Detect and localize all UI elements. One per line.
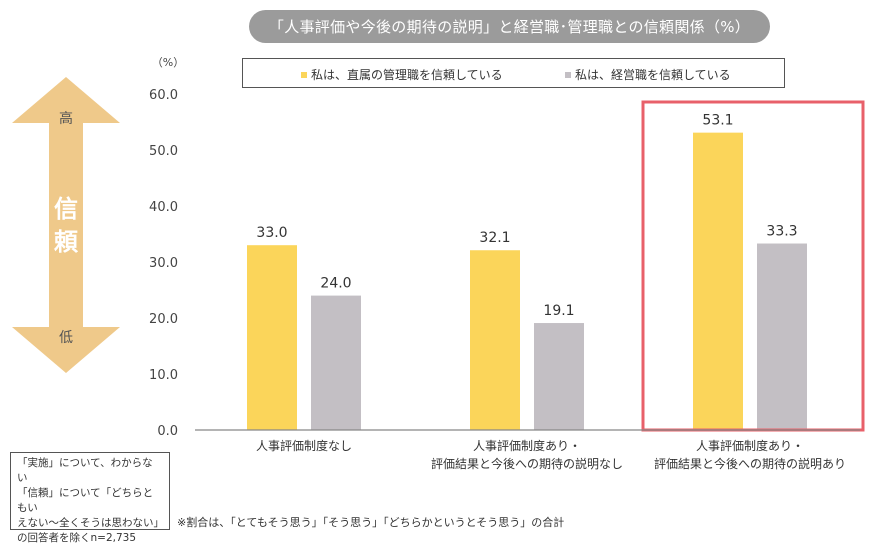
bar [247, 245, 297, 430]
note-line: の回答者を除くn=2,735 [17, 532, 137, 544]
y-tick-label: 20.0 [149, 312, 178, 327]
legend-label-manager: 私は、直属の管理職を信頼している [311, 68, 503, 82]
chart-title: 「人事評価や今後の期待の説明」と経営職･管理職との信頼関係（%） [249, 10, 770, 43]
note-line: えない～全くそうは思わない」 [17, 517, 164, 529]
bar [757, 243, 807, 430]
x-tick-label: 人事評価制度あり・ [473, 438, 581, 453]
bar [534, 323, 584, 430]
data-label: 32.1 [479, 230, 510, 246]
note-line: 「信頼」について「どちらともい [17, 487, 154, 514]
x-tick-label: 評価結果と今後への期待の説明なし [431, 456, 623, 471]
trust-arrow-shape [12, 77, 120, 373]
footnote: ※割合は、「とてもそう思う」「そう思う」「どちらかというとそう思う」の合計 [177, 516, 565, 529]
data-label: 19.1 [543, 303, 574, 319]
trust-title-char-1: 信 [54, 195, 78, 223]
legend-swatch-manager [301, 71, 307, 78]
note-box: 「実施」について、わからない 「信頼」について「どちらともい えない～全くそうは… [10, 452, 170, 544]
x-tick-label: 人事評価制度なし [256, 438, 352, 453]
x-tick-label: 評価結果と今後への期待の説明あり [654, 456, 846, 471]
trust-low-label: 低 [59, 330, 73, 346]
y-tick-label: 0.0 [157, 424, 178, 439]
legend-swatch-executive [565, 71, 571, 78]
legend-item-manager: 私は、直属の管理職を信頼している [301, 66, 503, 83]
highlight-box [641, 100, 865, 432]
data-label: 24.0 [320, 276, 351, 292]
data-label: 33.3 [766, 224, 797, 240]
note-line: 「実施」について、わからない [17, 457, 153, 484]
bar [693, 132, 743, 430]
y-tick-label: 60.0 [149, 88, 178, 103]
legend: 私は、直属の管理職を信頼している 私は、経営職を信頼している [242, 58, 785, 88]
trust-arrow: 高 信 頼 低 [12, 77, 120, 373]
y-axis-unit: （%） [152, 56, 184, 69]
trust-title-char-2: 頼 [54, 228, 79, 256]
bar [470, 250, 520, 430]
y-tick-label: 50.0 [149, 144, 178, 159]
legend-label-executive: 私は、経営職を信頼している [575, 68, 731, 82]
x-tick-label: 人事評価制度あり・ [696, 438, 804, 453]
y-tick-label: 40.0 [149, 200, 178, 215]
y-tick-label: 10.0 [149, 368, 178, 383]
trust-high-label: 高 [59, 110, 73, 127]
legend-item-executive: 私は、経営職を信頼している [565, 66, 731, 83]
bar [311, 295, 361, 430]
y-tick-label: 30.0 [149, 256, 178, 271]
data-label: 53.1 [702, 113, 733, 129]
data-label: 33.0 [256, 225, 287, 241]
